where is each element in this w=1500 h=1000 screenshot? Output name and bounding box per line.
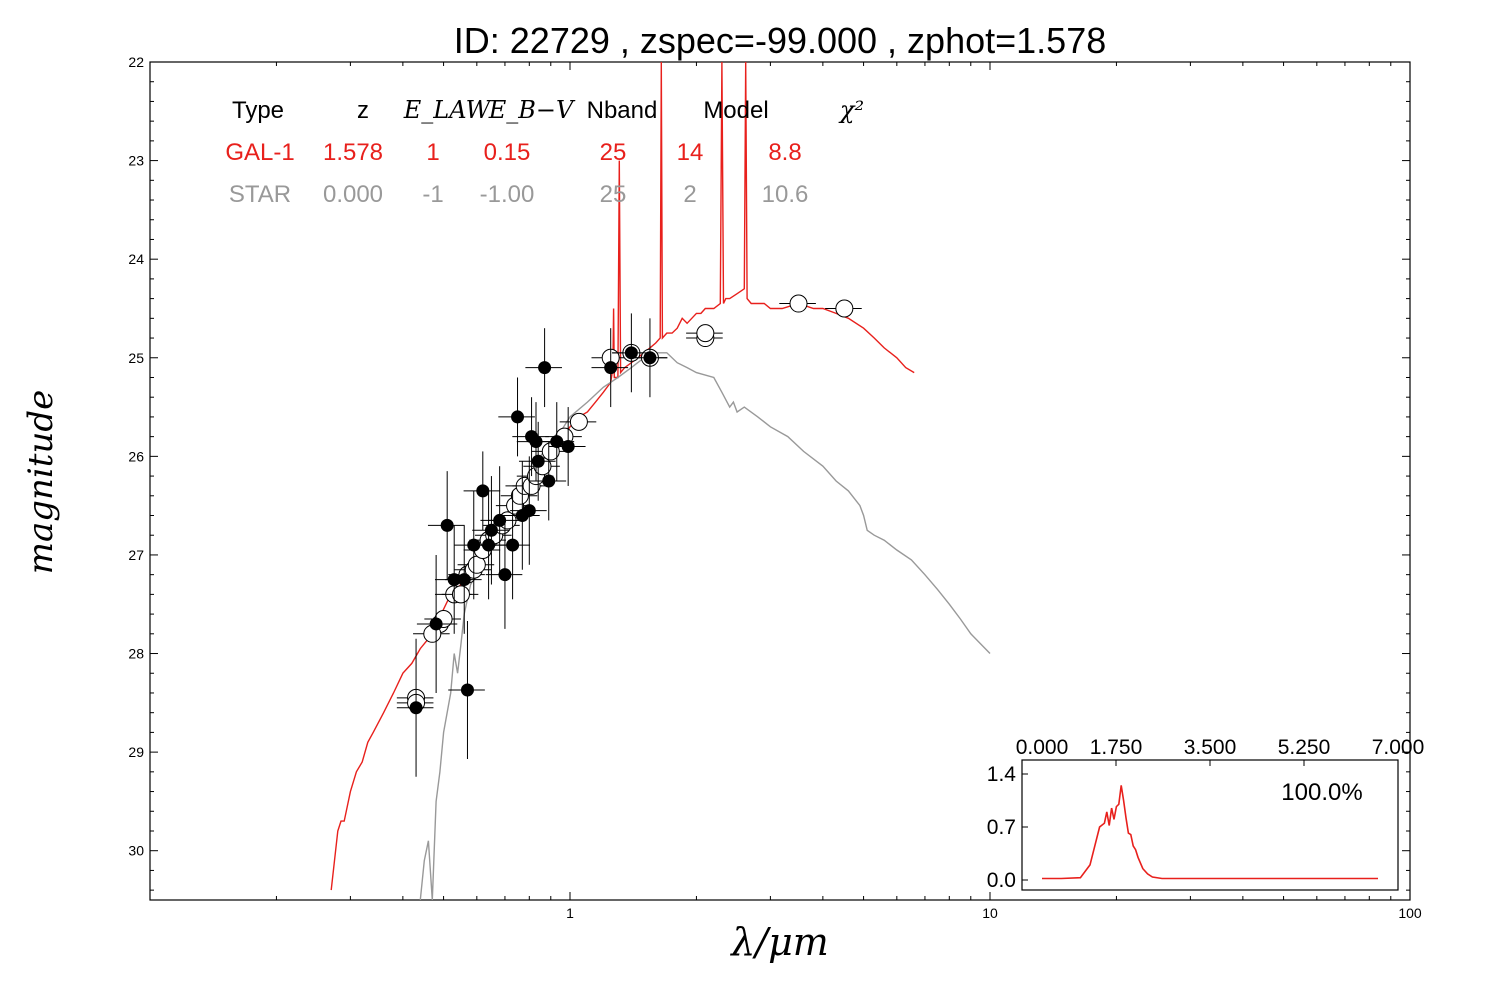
observed-point [624, 346, 638, 360]
observed-point [482, 538, 496, 552]
y-tick-label: 29 [128, 744, 144, 760]
observed-point [511, 410, 525, 424]
observed-point [484, 523, 498, 537]
y-tick-label: 22 [128, 54, 144, 70]
main-plot-frame [149, 61, 1411, 901]
y-tick-label: 30 [128, 843, 144, 859]
observed-point [476, 484, 490, 498]
observed-point [529, 435, 543, 449]
table-cell: 0.000 [323, 181, 383, 208]
y-axis-label: magnitude [21, 390, 61, 575]
observed-point [643, 351, 657, 365]
observed-point [538, 361, 552, 375]
table-header-cell: z [357, 97, 369, 124]
inset-y-tick-label: 0.7 [987, 816, 1016, 839]
table-cell: 25 [600, 139, 627, 166]
table-header-cell: E_LAW [403, 96, 493, 124]
x-tick-label: 100 [1398, 905, 1422, 921]
pdf-inset-frame [1021, 759, 1399, 891]
inset-x-tick-label: 3.500 [1184, 736, 1237, 759]
figure-title: ID: 22729 , zspec=-99.000 , zphot=1.578 [454, 20, 1106, 61]
observed-point [498, 568, 512, 582]
table-cell: -1.00 [480, 181, 535, 208]
model-point [451, 585, 470, 604]
inset-y-tick-label: 0.0 [987, 869, 1016, 892]
observed-point [531, 454, 545, 468]
table-cell: 10.6 [762, 181, 809, 208]
observed-point [522, 504, 536, 518]
table-header-cell: E_B−V [488, 96, 576, 124]
table-cell: 14 [677, 139, 704, 166]
y-tick-label: 27 [128, 547, 144, 563]
inset-x-tick-label: 5.250 [1278, 736, 1331, 759]
observed-point [506, 538, 520, 552]
table-cell: 1.578 [323, 139, 383, 166]
pdf-curve [1042, 785, 1378, 880]
observed-point [604, 361, 618, 375]
y-tick-label: 24 [128, 251, 144, 267]
inset-y-tick-label: 1.4 [987, 763, 1017, 786]
main-plot-area [330, 62, 991, 900]
table-cell: -1 [422, 181, 443, 208]
table-cell: 1 [426, 139, 439, 166]
observed-point [550, 435, 564, 449]
pdf-inset-curve [1042, 785, 1378, 880]
x-tick-label: 10 [982, 905, 998, 921]
y-tick-label: 26 [128, 448, 144, 464]
main-x-axis: 1 10 100 [149, 62, 1422, 921]
observed-point [561, 439, 575, 453]
table-cell: GAL-1 [225, 139, 294, 166]
observed-point [460, 683, 474, 697]
model-point [789, 294, 808, 313]
table-header-cell: Model [703, 97, 768, 124]
main-y-axis: 22 23 24 25 26 27 28 29 30 [128, 54, 1410, 891]
model-point [696, 324, 715, 343]
y-tick-label: 25 [128, 350, 144, 366]
observed-point [493, 513, 507, 527]
table-header-cell: Type [232, 97, 284, 124]
star-template-curve [419, 352, 991, 900]
observed-point [542, 474, 556, 488]
pdf-inset-axes: 0.000 1.750 3.500 5.250 7.000 1.4 0.7 0.0 [987, 736, 1424, 892]
pdf-inset-percentage: 100.0% [1281, 779, 1362, 806]
y-tick-label: 23 [128, 153, 144, 169]
table-cell: 25 [600, 181, 627, 208]
x-axis-label: λ/μm [729, 920, 829, 964]
model-point [569, 412, 588, 431]
table-cell: 0.15 [484, 139, 531, 166]
inset-x-tick-label: 7.000 [1372, 736, 1425, 759]
inset-x-tick-label: 1.750 [1090, 736, 1143, 759]
y-tick-label: 28 [128, 646, 144, 662]
observed-point [429, 617, 443, 631]
table-header-cell: Nband [587, 97, 658, 124]
model-point [835, 299, 854, 318]
observed-point [440, 518, 454, 532]
table-cell: 2 [683, 181, 696, 208]
inset-x-tick-label: 0.000 [1016, 736, 1069, 759]
observed-point [457, 573, 471, 587]
table-cell: 8.8 [768, 139, 801, 166]
observed-point [409, 701, 423, 715]
table-cell: STAR [229, 181, 291, 208]
table-header-cell: χ² [838, 96, 864, 124]
x-tick-label: 1 [566, 905, 574, 921]
